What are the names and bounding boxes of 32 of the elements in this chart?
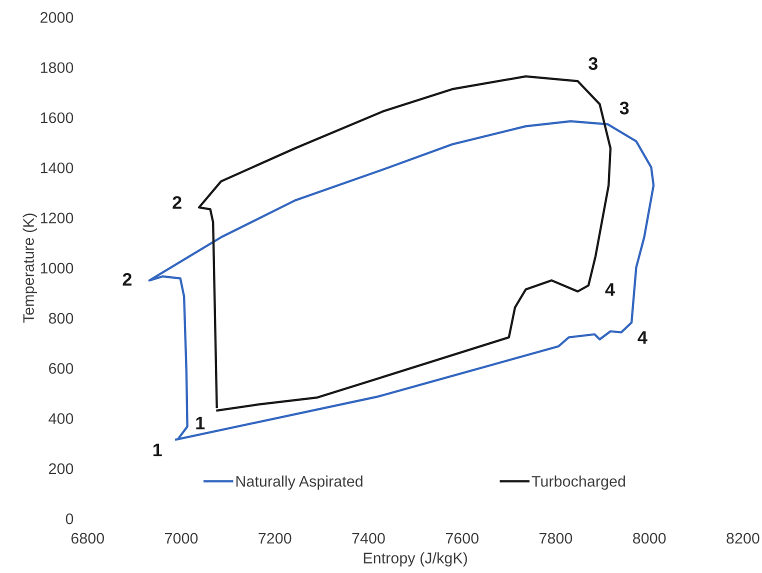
- line-series: [148, 120, 655, 441]
- x-tick-label: 7400: [352, 532, 385, 544]
- annotation: 2: [122, 272, 132, 286]
- annotation: 3: [620, 102, 629, 114]
- y-tick-label: 1800: [40, 62, 74, 74]
- annotation: 4: [605, 283, 615, 296]
- y-axis-title: Temperature (K): [22, 214, 37, 323]
- y-tick-label: 200: [49, 463, 74, 474]
- annotation: 3: [588, 57, 598, 70]
- x-tick-label: 7200: [258, 532, 292, 544]
- y-tick-label: 1600: [40, 112, 74, 124]
- y-tick-label: 800: [48, 312, 74, 324]
- y-tick-label: 1400: [40, 162, 74, 174]
- annotation: 4: [638, 331, 648, 344]
- x-axis-title: Entropy (J/kgK): [364, 552, 467, 566]
- y-tick-label: 2000: [40, 12, 74, 23]
- x-tick-label: 7600: [446, 532, 478, 544]
- annotation: 1: [153, 444, 162, 456]
- y-tick-label: 0: [66, 513, 74, 524]
- annotation: 1: [196, 416, 205, 430]
- legend-label: Naturally Aspirated: [236, 476, 362, 490]
- y-tick-label: 400: [48, 413, 74, 424]
- y-tick-label: 1000: [40, 262, 74, 274]
- x-tick-label: 8000: [633, 532, 666, 544]
- y-tick-label: 600: [49, 363, 74, 374]
- x-tick-label: 7000: [165, 532, 198, 544]
- x-tick-label: 6800: [71, 532, 104, 544]
- annotation: 2: [172, 196, 182, 209]
- y-tick-label: 1200: [40, 212, 74, 224]
- x-tick-label: 7800: [540, 532, 572, 544]
- x-tick-label: 8200: [726, 532, 760, 544]
- legend-label: Turbocharged: [532, 476, 625, 490]
